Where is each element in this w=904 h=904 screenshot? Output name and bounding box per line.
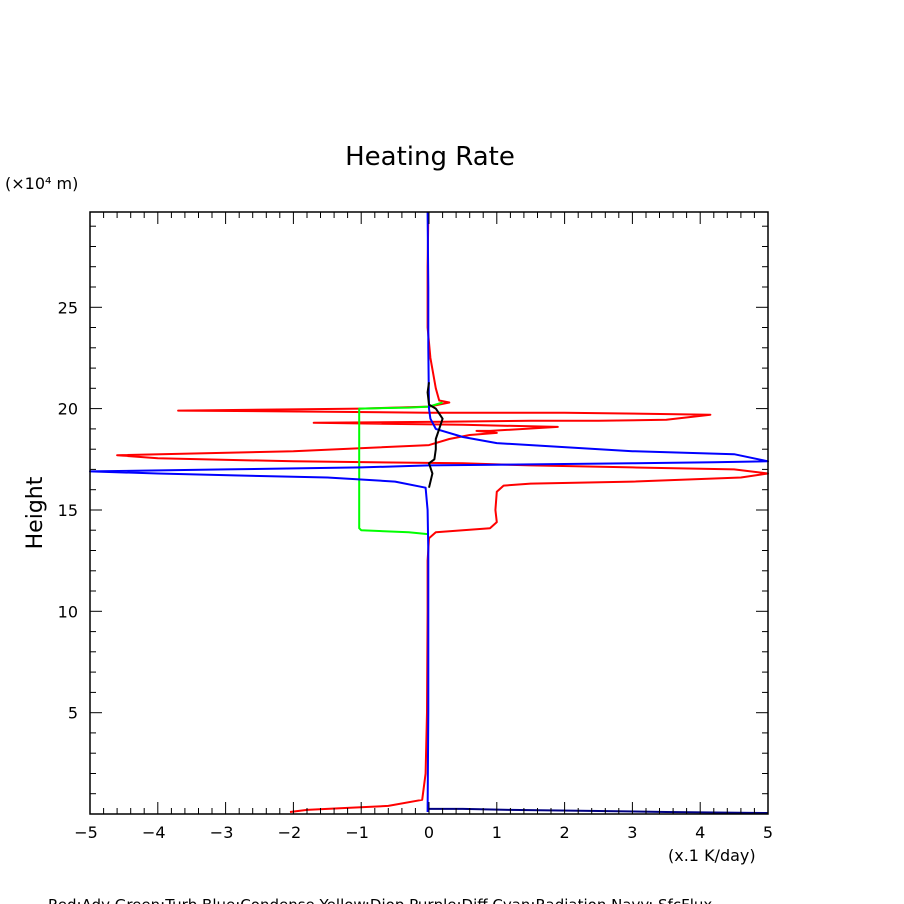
x-tick-label: 5: [763, 823, 773, 842]
series-layer: [89, 211, 769, 814]
series-line-total: [426, 382, 444, 488]
series-line-condense: [89, 211, 769, 813]
x-tick-label: 3: [627, 823, 637, 842]
chart-title: Heating Rate: [345, 142, 515, 172]
y-unit-label: (×10⁴ m): [5, 174, 78, 193]
x-tick-label: −4: [142, 823, 166, 842]
y-tick-label: 15: [58, 501, 78, 520]
series-line-sfcflux: [429, 807, 769, 814]
x-tick-label: −3: [210, 823, 234, 842]
legend-text: Red:Adv Green:Turb Blue:Condense Yellow:…: [48, 896, 712, 904]
series-line-adv: [116, 216, 769, 813]
y-tick-label: 25: [58, 298, 78, 317]
x-tick-label: −1: [345, 823, 369, 842]
y-tick-label: 5: [68, 704, 78, 723]
series-line-turb: [358, 401, 443, 536]
y-tick-label: 10: [58, 602, 78, 621]
x-tick-label: 2: [560, 823, 570, 842]
tick-label-layer: −5 −4 −3 −2 −1 0 1 2 3 4 5 5 10 15 20 25: [58, 298, 773, 842]
x-tick-label: −5: [74, 823, 98, 842]
tick-layer: [89, 212, 769, 814]
x-tick-label: 4: [695, 823, 705, 842]
x-tick-label: −2: [278, 823, 302, 842]
x-tick-label: 0: [424, 823, 434, 842]
x-tick-label: 1: [492, 823, 502, 842]
y-tick-label: 20: [58, 400, 78, 419]
x-axis-label: (x.1 K/day): [668, 846, 756, 865]
y-axis-label: Height: [23, 476, 48, 549]
